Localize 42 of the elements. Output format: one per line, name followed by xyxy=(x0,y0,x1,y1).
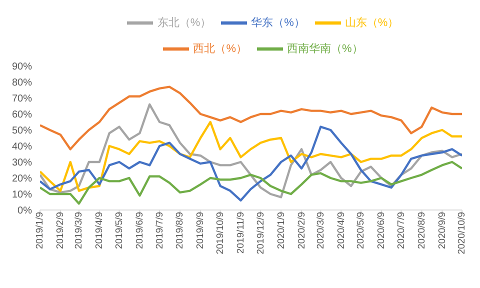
x-tick-label: 2019/12/9 xyxy=(255,212,266,254)
x-tick-label: 2020/2/9 xyxy=(296,212,308,249)
y-tick-label: 80% xyxy=(12,78,32,89)
line-series xyxy=(40,103,462,198)
x-tick-label: 2020/3/9 xyxy=(315,212,326,249)
x-tick-label: 2019/1/9 xyxy=(34,212,46,249)
x-tick-label: 2020/1/9 xyxy=(276,212,287,249)
x-tick-label: 2019/2/9 xyxy=(55,212,66,249)
line-series xyxy=(40,126,462,202)
x-tick-label: 2020/10/9 xyxy=(456,212,468,254)
legend-label: 西北（%） xyxy=(193,42,247,55)
x-tick-label: 2020/8/9 xyxy=(416,212,428,249)
y-tick-label: 20% xyxy=(12,174,32,185)
x-tick-label: 2020/4/9 xyxy=(336,212,347,249)
y-tick-label: 50% xyxy=(12,126,32,137)
line-series xyxy=(40,160,462,205)
x-tick-label: 2019/9/9 xyxy=(195,212,206,249)
y-tick-label: 60% xyxy=(12,110,32,121)
legend-label: 东北（%） xyxy=(157,16,212,29)
x-tick-label: 2019/4/9 xyxy=(94,212,106,249)
x-tick-label: 2019/11/9 xyxy=(236,212,247,254)
x-tick-label: 2020/9/9 xyxy=(436,212,448,249)
y-tick-label: 40% xyxy=(12,142,32,153)
y-tick-label: 10% xyxy=(12,190,32,201)
y-tick-label: 30% xyxy=(12,158,32,169)
y-tick-label: 0% xyxy=(18,206,32,217)
legend-label: 山东（%） xyxy=(344,16,399,29)
legend-label: 西南华南（%） xyxy=(287,42,363,55)
x-tick-label: 2019/3/9 xyxy=(74,212,85,249)
x-tick-label: 2020/5/9 xyxy=(356,212,367,249)
line-series xyxy=(40,120,462,192)
x-tick-label: 2019/7/9 xyxy=(154,212,166,249)
line-series xyxy=(40,86,462,150)
x-tick-label: 2020/7/9 xyxy=(396,212,407,249)
x-tick-label: 2020/6/9 xyxy=(376,212,388,249)
y-tick-label: 70% xyxy=(12,94,32,105)
y-tick-label: 90% xyxy=(12,62,32,73)
x-tick-label: 2019/8/9 xyxy=(174,212,186,249)
legend-label: 华东（%） xyxy=(251,16,305,29)
x-tick-label: 2019/6/9 xyxy=(134,212,146,249)
x-tick-label: 2019/10/9 xyxy=(215,212,226,254)
x-tick-label: 2019/5/9 xyxy=(114,212,125,249)
